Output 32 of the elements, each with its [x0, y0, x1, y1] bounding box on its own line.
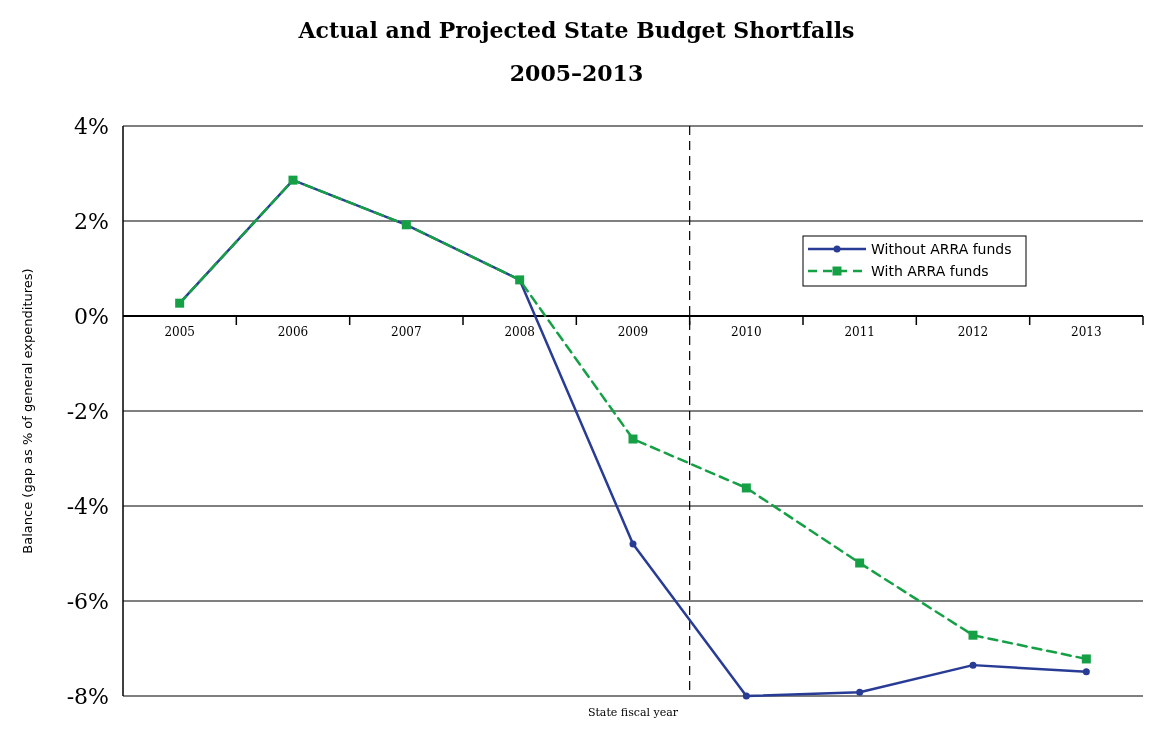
y-tick-label: -4%: [66, 494, 109, 519]
x-tick-label: 2013: [1071, 325, 1102, 339]
point: [969, 661, 977, 669]
x-axis-title: State fiscal year: [587, 706, 679, 719]
chart-subtitle: 2005–2013: [509, 60, 644, 86]
x-tick-label: 2011: [844, 325, 875, 339]
point: [856, 688, 864, 696]
x-tick-label: 2006: [277, 325, 309, 339]
y-axis-title: Balance (gap as % of general expenditures): [20, 268, 35, 554]
chart-title: Actual and Projected State Budget Shortfalls: [297, 17, 855, 43]
x-tick-label: 2012: [957, 325, 989, 339]
legend-label: Without ARRA funds: [871, 241, 1012, 257]
point: [629, 540, 637, 548]
point: [742, 692, 750, 700]
point: [855, 558, 865, 568]
x-tick-label: 2009: [617, 325, 649, 339]
point: [741, 483, 751, 493]
y-tick-label: -6%: [66, 589, 109, 614]
y-tick-label: -2%: [66, 399, 109, 424]
x-tick-label: 2008: [504, 325, 535, 339]
point: [1081, 654, 1091, 664]
point: [1082, 668, 1090, 676]
x-tick-label: 2007: [391, 325, 422, 339]
legend-label: With ARRA funds: [871, 263, 989, 279]
y-tick-label: -8%: [66, 684, 109, 709]
y-tick-label: 4%: [74, 114, 109, 139]
y-tick-label: 0%: [74, 304, 109, 329]
point: [628, 434, 638, 444]
x-tick-label: 2005: [164, 325, 195, 339]
point: [968, 630, 978, 640]
x-tick-label: 2010: [731, 325, 762, 339]
y-tick-label: 2%: [74, 209, 109, 234]
